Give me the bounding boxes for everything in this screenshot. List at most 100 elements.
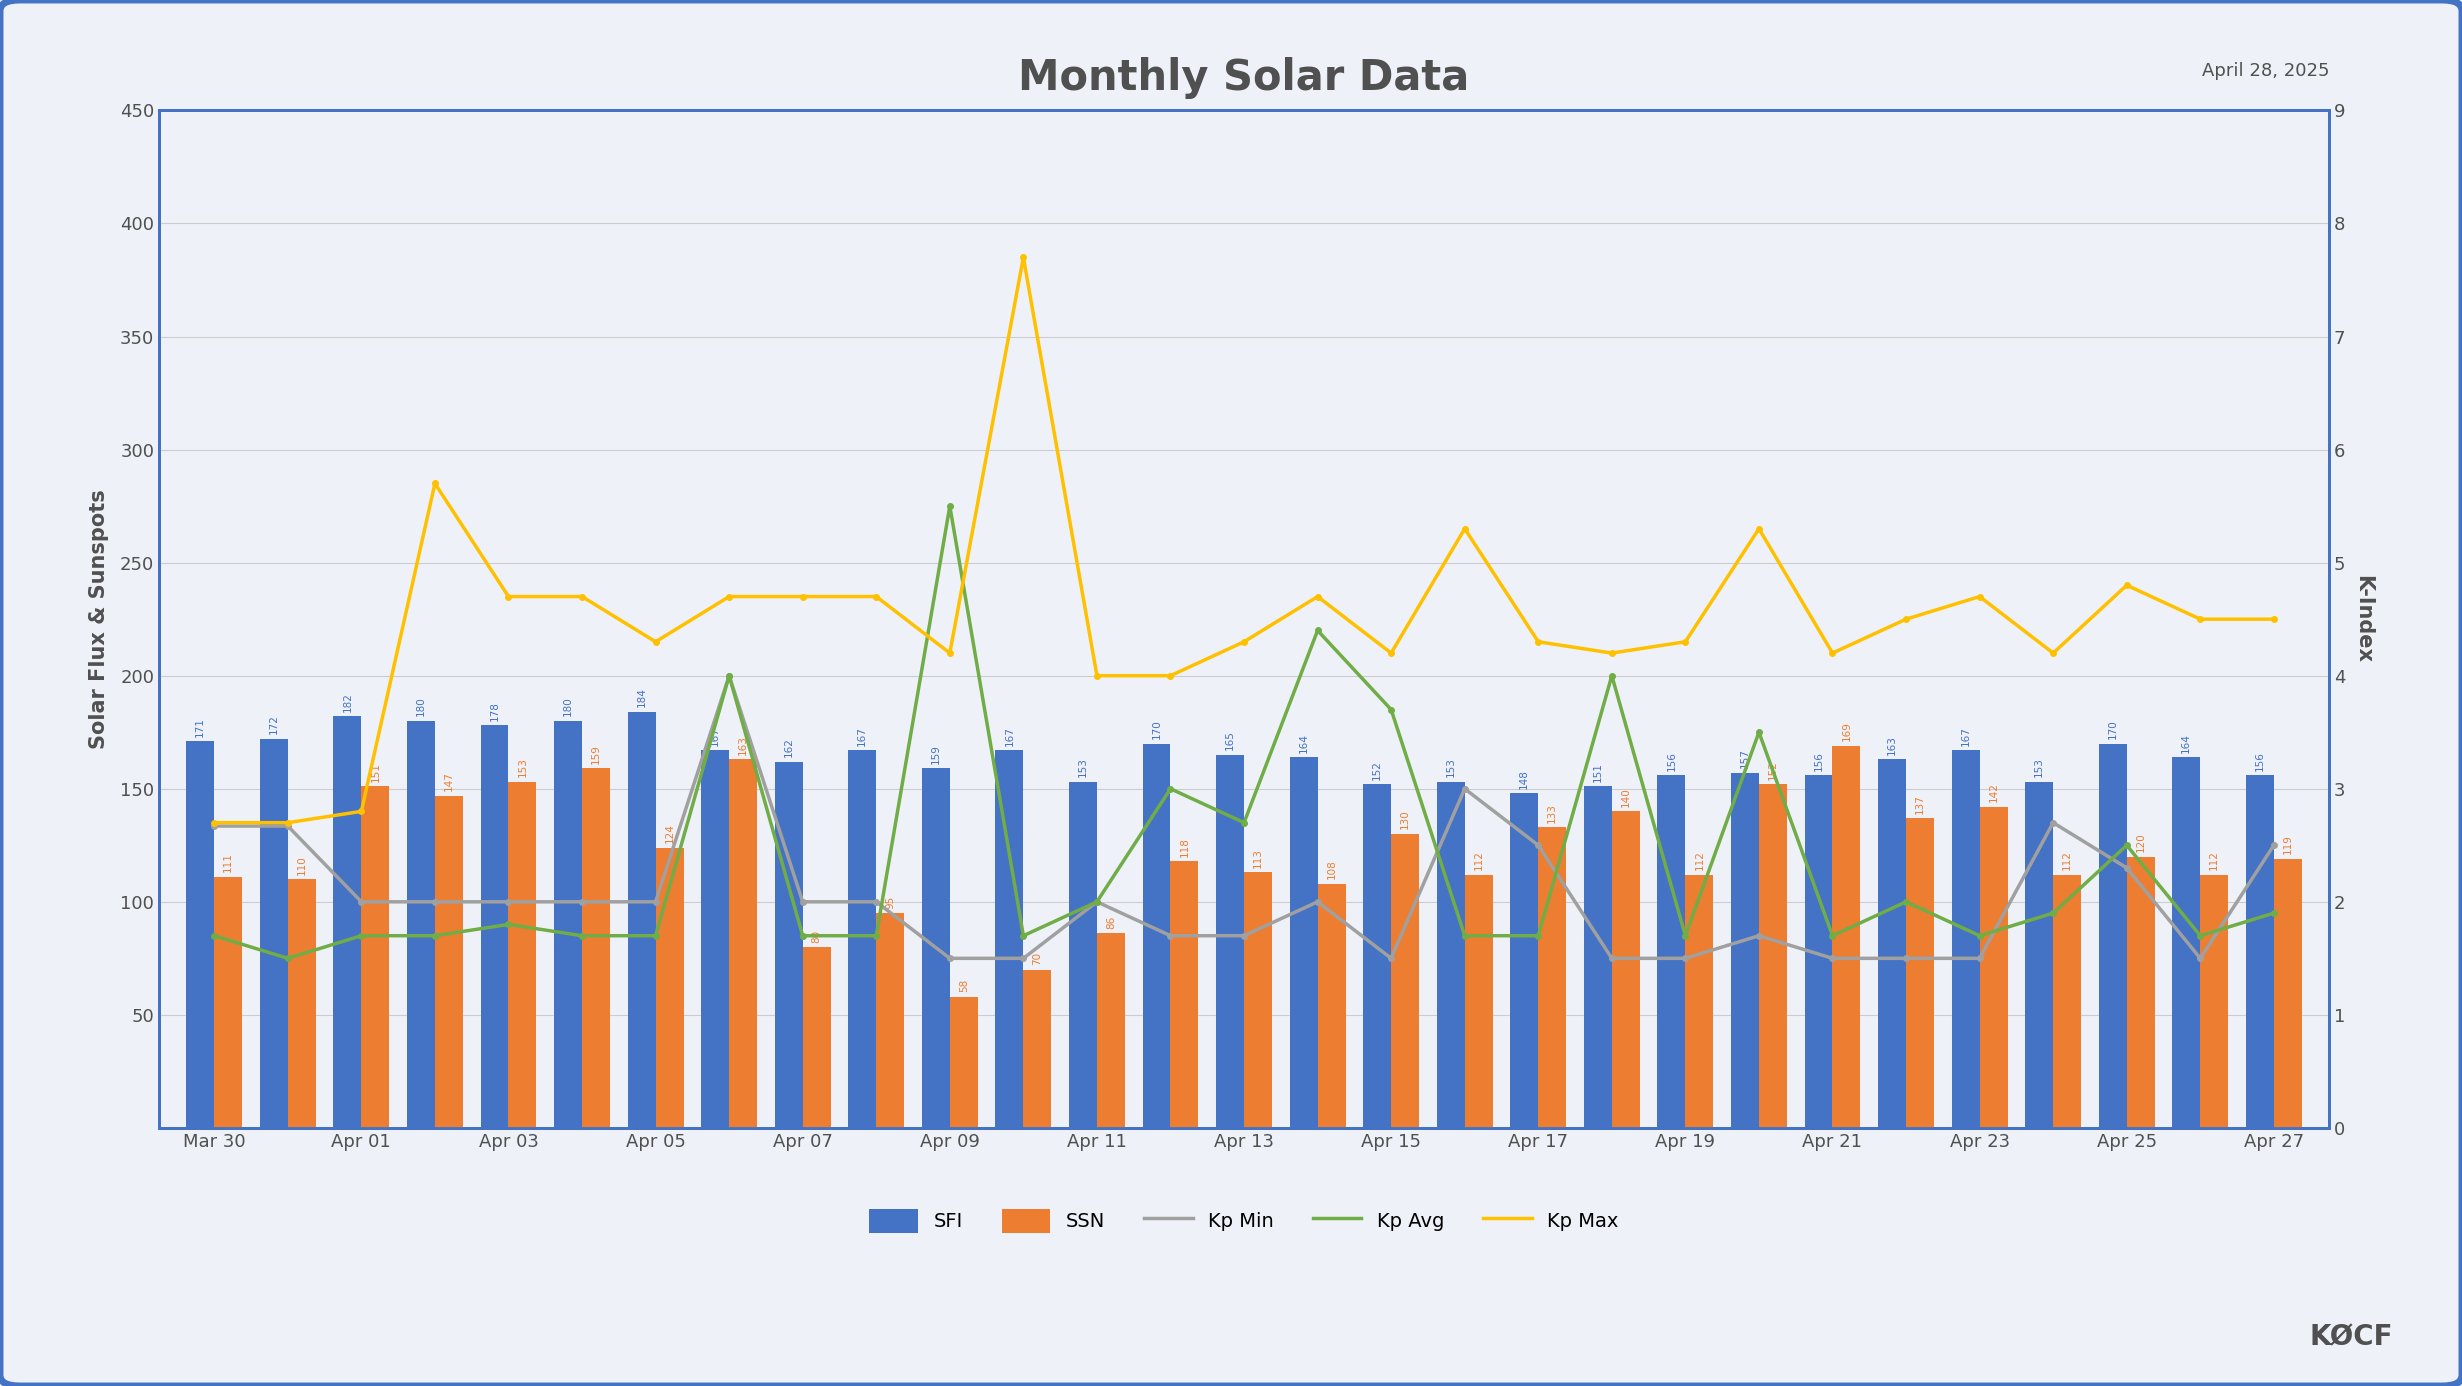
Kp Max	[495, 588, 524, 604]
Kp Avg	[1965, 927, 1994, 944]
Bar	[1216, 755, 1243, 1128]
Kp Avg	[1450, 927, 1480, 944]
Kp Max	[640, 633, 670, 650]
Kp Min	[2112, 859, 2142, 876]
Kp Min	[1229, 927, 1258, 944]
Text: 164: 164	[1297, 733, 1310, 753]
Kp Min	[1524, 837, 1554, 854]
Kp Max	[936, 644, 965, 661]
Bar	[480, 725, 510, 1128]
Kp Max	[566, 588, 596, 604]
Text: 153: 153	[517, 758, 527, 778]
Text: 151: 151	[369, 762, 379, 782]
Kp Min	[714, 668, 744, 685]
Text: 148: 148	[1519, 769, 1529, 789]
Bar	[1832, 746, 1861, 1128]
Kp Max	[273, 815, 303, 832]
Bar	[1583, 786, 1613, 1128]
Bar	[655, 847, 684, 1128]
Kp Min	[495, 894, 524, 911]
Kp Max	[1009, 249, 1039, 266]
Text: 108: 108	[1327, 859, 1337, 879]
Text: 163: 163	[739, 735, 748, 755]
Kp Avg	[640, 927, 670, 944]
Kp Avg	[1376, 701, 1406, 718]
Bar	[187, 742, 214, 1128]
Kp Avg	[2112, 837, 2142, 854]
Bar	[849, 750, 876, 1128]
Kp Min	[1817, 949, 1846, 966]
Kp Min	[640, 894, 670, 911]
Bar	[1613, 811, 1640, 1128]
Bar	[261, 739, 288, 1128]
Kp Min	[1743, 927, 1773, 944]
Kp Max	[1229, 633, 1258, 650]
Text: 162: 162	[783, 737, 793, 757]
Text: 167: 167	[1004, 726, 1014, 746]
Bar	[2245, 775, 2275, 1128]
Y-axis label: K-Index: K-Index	[2354, 575, 2373, 663]
Text: 178: 178	[490, 701, 500, 721]
Kp Min	[862, 894, 891, 911]
Legend: SFI, SSN, Kp Min, Kp Avg, Kp Max: SFI, SSN, Kp Min, Kp Avg, Kp Max	[862, 1202, 1627, 1240]
Bar	[2201, 875, 2228, 1128]
Kp Avg	[1524, 927, 1554, 944]
Text: 137: 137	[1915, 794, 1925, 814]
Kp Max	[1672, 633, 1701, 650]
Text: 119: 119	[2282, 834, 2292, 854]
Text: 167: 167	[1960, 726, 1970, 746]
Bar	[1317, 884, 1347, 1128]
Bar	[581, 768, 611, 1128]
Text: 184: 184	[638, 687, 648, 707]
Kp Max	[1965, 588, 1994, 604]
Kp Min	[936, 949, 965, 966]
Kp Max	[1302, 588, 1332, 604]
Kp Avg	[1083, 894, 1113, 911]
Kp Avg	[862, 927, 891, 944]
Kp Avg	[566, 927, 596, 944]
Kp Avg	[1229, 815, 1258, 832]
Text: 140: 140	[1620, 787, 1630, 807]
Text: 156: 156	[1814, 751, 1824, 771]
Kp Min	[1155, 927, 1184, 944]
Text: 70: 70	[1032, 952, 1041, 965]
Text: 112: 112	[1694, 850, 1704, 870]
Kp Min	[1009, 949, 1039, 966]
Text: 151: 151	[1593, 762, 1603, 782]
Text: 156: 156	[1667, 751, 1677, 771]
Bar	[1539, 827, 1566, 1128]
Bar	[1142, 743, 1169, 1128]
Bar	[1686, 875, 1714, 1128]
Kp Min	[273, 818, 303, 834]
Text: 167: 167	[709, 726, 721, 746]
Kp Max	[1817, 644, 1846, 661]
Kp Avg	[788, 927, 817, 944]
Bar	[1391, 834, 1418, 1128]
Text: 86: 86	[1105, 916, 1115, 929]
Text: 153: 153	[2034, 758, 2043, 778]
Kp Avg	[421, 927, 451, 944]
Kp Max	[1155, 668, 1184, 685]
Bar	[1438, 782, 1465, 1128]
Bar	[510, 782, 537, 1128]
Kp Avg	[2186, 927, 2216, 944]
Bar	[1069, 782, 1098, 1128]
Kp Avg	[1891, 894, 1920, 911]
Kp Max	[1376, 644, 1406, 661]
Text: 80: 80	[812, 930, 822, 942]
Bar	[1879, 760, 1906, 1128]
Kp Min	[1965, 949, 1994, 966]
Bar	[1509, 793, 1539, 1128]
Kp Min	[1450, 780, 1480, 797]
Bar	[702, 750, 729, 1128]
Text: 182: 182	[342, 692, 352, 712]
Bar	[2098, 743, 2127, 1128]
Bar	[1952, 750, 1979, 1128]
Line: Kp Max: Kp Max	[212, 255, 2277, 826]
Text: 152: 152	[1768, 760, 1778, 780]
Text: 172: 172	[268, 715, 278, 735]
Text: 180: 180	[564, 697, 574, 717]
Bar	[288, 879, 315, 1128]
Kp Max	[199, 815, 229, 832]
Bar	[1024, 970, 1051, 1128]
